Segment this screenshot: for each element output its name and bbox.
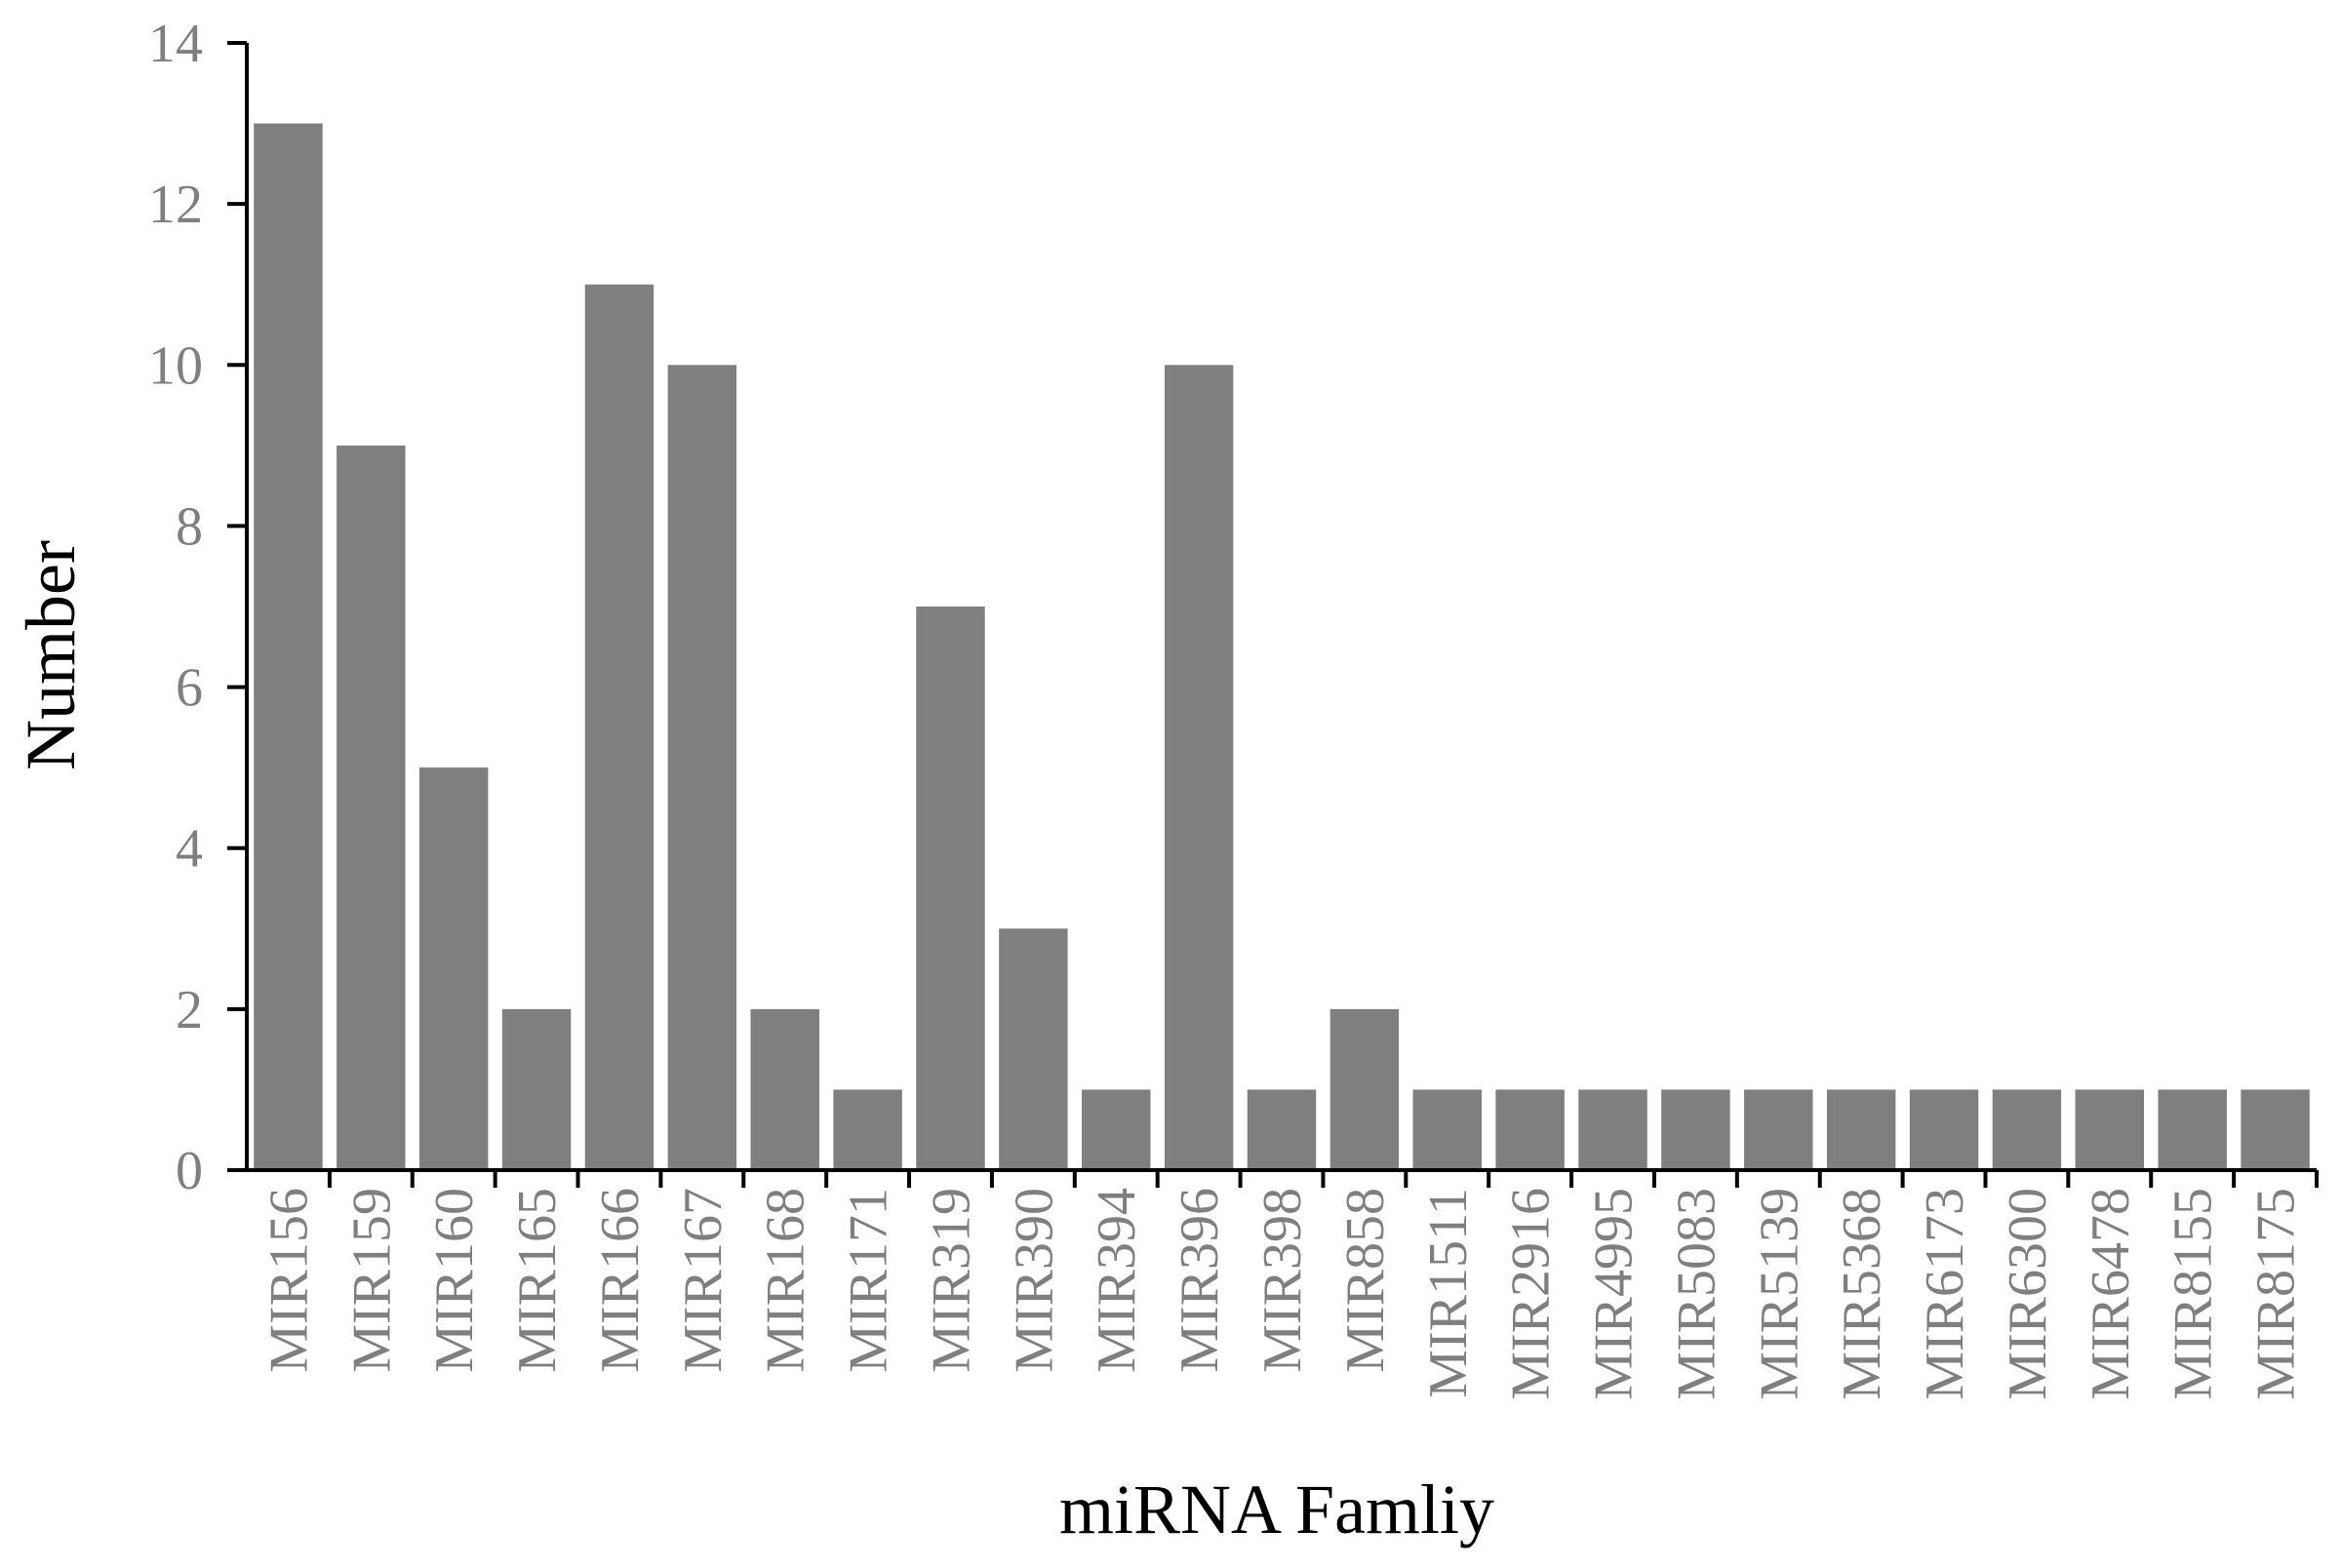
- bar-mir398: [1247, 1089, 1317, 1170]
- x-tick-label: MIR156: [258, 1188, 319, 1373]
- y-tick-label: 12: [148, 175, 203, 235]
- x-tick-label: MIR6173: [1915, 1188, 1975, 1400]
- y-tick-label: 4: [176, 819, 203, 880]
- y-tick-label: 10: [148, 335, 203, 396]
- x-tick-label: MIR166: [590, 1188, 651, 1373]
- bar-mir5139: [1744, 1089, 1813, 1170]
- axes-group: [227, 43, 2317, 1172]
- x-axis-title: miRNA Famliy: [1059, 1470, 1494, 1548]
- x-tick-label: MIR2916: [1501, 1188, 1562, 1400]
- x-tick-label: MIR394: [1087, 1188, 1147, 1373]
- x-tick-label: MIR1511: [1418, 1188, 1479, 1398]
- bar-mir6300: [1992, 1089, 2062, 1170]
- bar-mir394: [1082, 1089, 1151, 1170]
- x-tick-label: MIR8175: [2246, 1188, 2307, 1400]
- x-tick-label: MIR6478: [2081, 1188, 2141, 1400]
- bar-mir6173: [1909, 1089, 1979, 1170]
- y-ticks-group: 0 2 4 6 8 10 12 14: [148, 14, 247, 1201]
- y-axis-title: Number: [12, 540, 90, 770]
- bar-mir5368: [1826, 1089, 1896, 1170]
- bar-mir156: [254, 123, 323, 1171]
- bar-mir4995: [1578, 1089, 1647, 1170]
- x-tick-label: MIR858: [1335, 1188, 1396, 1373]
- x-ticks-group: MIR156 MIR159 MIR160 MIR165 MIR166 MIR167 MIR1…: [258, 1170, 2319, 1400]
- bar-mir8155: [2158, 1089, 2227, 1170]
- x-tick-label: MIR4995: [1584, 1188, 1645, 1400]
- x-tick-label: MIR319: [921, 1188, 981, 1373]
- x-tick-label: MIR165: [507, 1188, 568, 1373]
- y-tick-label: 14: [148, 14, 203, 74]
- x-tick-label: MIR8155: [2163, 1188, 2224, 1400]
- bar-mir396: [1164, 365, 1234, 1170]
- x-tick-label: MIR160: [424, 1188, 485, 1373]
- y-tick-label: 6: [176, 658, 203, 719]
- x-tick-label: MIR167: [673, 1188, 734, 1373]
- bar-mir159: [337, 445, 406, 1170]
- bar-mir858: [1329, 1008, 1400, 1170]
- x-tick-label: MIR398: [1252, 1188, 1313, 1373]
- bar-mir6478: [2075, 1089, 2145, 1170]
- x-tick-label: MIR5139: [1749, 1188, 1809, 1400]
- bar-mir390: [999, 928, 1068, 1170]
- x-tick-label: MIR396: [1170, 1188, 1230, 1373]
- bar-mir160: [418, 767, 489, 1170]
- x-tick-label: MIR5083: [1666, 1188, 1726, 1400]
- bars-group: [254, 123, 2310, 1171]
- x-tick-label: MIR168: [756, 1188, 816, 1373]
- y-tick-label: 0: [176, 1141, 203, 1201]
- bar-mir166: [584, 284, 655, 1170]
- y-tick-label: 2: [176, 980, 203, 1040]
- bar-mir167: [667, 365, 737, 1170]
- y-tick-label: 8: [176, 496, 203, 557]
- bar-mir5083: [1661, 1089, 1730, 1170]
- bar-mir171: [833, 1089, 902, 1170]
- x-tick-label: MIR159: [341, 1188, 402, 1373]
- bar-mir2916: [1495, 1089, 1565, 1170]
- bar-mir8175: [2241, 1089, 2310, 1170]
- x-tick-label: MIR5368: [1832, 1188, 1892, 1400]
- x-tick-label: MIR171: [839, 1188, 899, 1373]
- bar-mir319: [916, 607, 985, 1170]
- bar-mir168: [750, 1008, 819, 1170]
- bar-mir1511: [1412, 1089, 1482, 1170]
- x-tick-label: MIR6300: [1998, 1188, 2058, 1400]
- bar-mir165: [501, 1008, 572, 1170]
- x-tick-label: MIR390: [1004, 1188, 1064, 1373]
